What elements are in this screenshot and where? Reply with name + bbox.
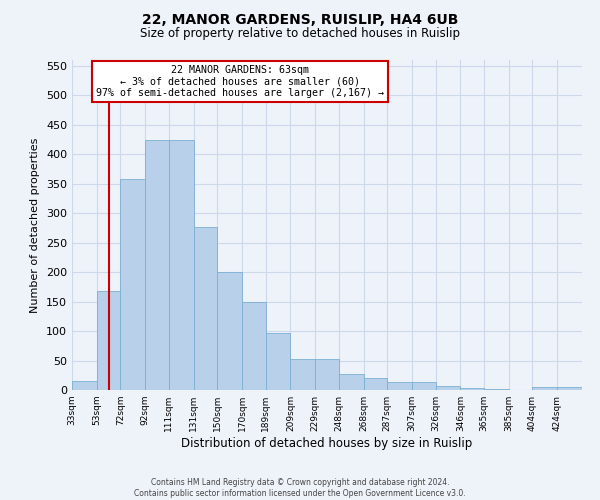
Text: Contains HM Land Registry data © Crown copyright and database right 2024.
Contai: Contains HM Land Registry data © Crown c… [134, 478, 466, 498]
Bar [436, 386, 460, 390]
Text: Size of property relative to detached houses in Ruislip: Size of property relative to detached ho… [140, 28, 460, 40]
Bar [72, 381, 97, 390]
Bar [412, 382, 436, 390]
Y-axis label: Number of detached properties: Number of detached properties [31, 138, 40, 312]
Bar [339, 374, 364, 390]
Bar [557, 387, 582, 390]
Bar [290, 359, 315, 390]
Bar [121, 179, 145, 390]
Bar [145, 140, 169, 390]
Bar [194, 227, 217, 390]
Bar [266, 333, 290, 390]
Bar [460, 388, 484, 390]
Bar [217, 272, 242, 390]
Bar [532, 387, 557, 390]
Bar [97, 291, 121, 390]
X-axis label: Distribution of detached houses by size in Ruislip: Distribution of detached houses by size … [181, 437, 473, 450]
Bar [387, 382, 412, 390]
Text: 22, MANOR GARDENS, RUISLIP, HA4 6UB: 22, MANOR GARDENS, RUISLIP, HA4 6UB [142, 12, 458, 26]
Bar [364, 378, 387, 390]
Text: 22 MANOR GARDENS: 63sqm
← 3% of detached houses are smaller (60)
97% of semi-det: 22 MANOR GARDENS: 63sqm ← 3% of detached… [97, 65, 385, 98]
Bar [169, 140, 194, 390]
Bar [242, 302, 266, 390]
Bar [315, 359, 339, 390]
